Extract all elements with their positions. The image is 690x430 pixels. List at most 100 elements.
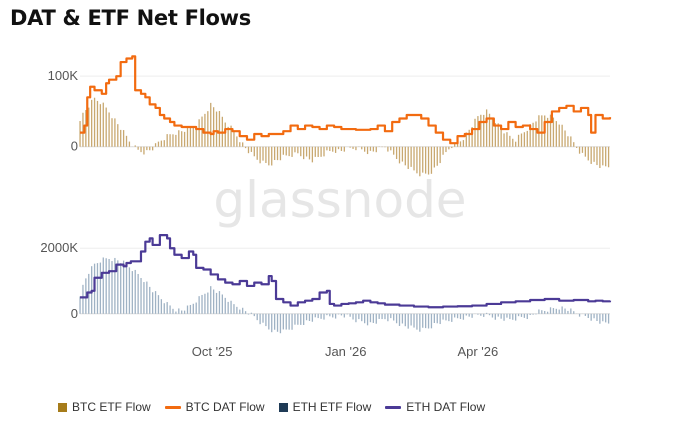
bar-eth-etf-flow [268, 313, 270, 330]
bar-eth-etf-flow [358, 313, 360, 320]
y-tick-label-bottom-1: 0 [71, 306, 78, 321]
bar-eth-etf-flow [122, 260, 125, 314]
bar-btc-etf-flow [236, 136, 238, 147]
bar-btc-etf-flow [424, 146, 427, 174]
bar-btc-etf-flow [340, 146, 343, 151]
bar-btc-etf-flow [178, 130, 180, 147]
bar-btc-etf-flow [154, 143, 157, 147]
bar-btc-etf-flow [273, 146, 276, 161]
bar-btc-etf-flow [259, 146, 261, 164]
bar-btc-etf-flow [584, 146, 587, 157]
bar-eth-etf-flow [169, 305, 171, 314]
bar-eth-etf-flow [262, 313, 264, 323]
bar-eth-etf-flow [544, 310, 546, 314]
bar-eth-etf-flow [433, 313, 436, 323]
bar-eth-etf-flow [570, 308, 572, 314]
bar-btc-etf-flow [242, 142, 244, 147]
bar-btc-etf-flow [332, 146, 334, 152]
bar-btc-etf-flow [201, 116, 203, 147]
bar-eth-etf-flow [410, 313, 412, 326]
bar-btc-etf-flow [506, 132, 508, 147]
bar-btc-etf-flow [183, 131, 186, 147]
legend-item-btc-etf[interactable]: BTC ETF Flow [58, 400, 151, 414]
bar-eth-etf-flow [509, 313, 511, 320]
bar-eth-etf-flow [134, 269, 136, 314]
bar-btc-etf-flow [361, 146, 363, 150]
bar-btc-etf-flow [590, 146, 592, 164]
bar-btc-etf-flow [125, 135, 128, 147]
bar-eth-etf-flow [442, 313, 444, 320]
bar-eth-etf-flow [186, 305, 189, 314]
legend-item-eth-etf[interactable]: ETH ETF Flow [278, 400, 371, 414]
bar-eth-etf-flow [401, 313, 404, 324]
bar-eth-etf-flow [497, 313, 499, 317]
bar-btc-etf-flow [111, 118, 113, 147]
bar-eth-etf-flow [221, 294, 224, 314]
bar-eth-etf-flow [256, 313, 258, 321]
bar-btc-etf-flow [596, 146, 598, 166]
bar-btc-etf-flow [143, 146, 145, 155]
legend-item-eth-dat[interactable]: ETH DAT Flow [385, 400, 485, 414]
bar-eth-etf-flow [85, 278, 87, 314]
bar-eth-etf-flow [218, 291, 221, 314]
bar-eth-etf-flow [259, 313, 261, 325]
legend-item-btc-dat[interactable]: BTC DAT Flow [164, 400, 265, 414]
bar-eth-etf-flow [390, 313, 392, 319]
bar-btc-etf-flow [445, 146, 447, 153]
bar-eth-etf-flow [567, 310, 569, 314]
bar-btc-etf-flow [308, 146, 311, 160]
bar-btc-etf-flow [102, 102, 104, 147]
x-tick-label-1: Jan '26 [325, 344, 367, 359]
bar-btc-etf-flow [215, 111, 218, 147]
bar-btc-etf-flow [442, 146, 444, 155]
bar-btc-etf-flow [320, 146, 322, 157]
bar-btc-etf-flow [567, 136, 569, 147]
bar-btc-etf-flow [573, 142, 575, 147]
bar-eth-etf-flow [483, 313, 485, 317]
bar-btc-etf-flow [366, 146, 369, 155]
bar-btc-etf-flow [564, 130, 566, 147]
bar-eth-etf-flow [326, 313, 328, 316]
bar-btc-etf-flow [282, 146, 284, 155]
bar-btc-etf-flow [175, 134, 177, 147]
bar-eth-etf-flow [152, 292, 154, 314]
bar-eth-etf-flow [436, 313, 438, 324]
bar-eth-etf-flow [590, 313, 592, 321]
bar-btc-etf-flow [323, 146, 325, 157]
bar-btc-etf-flow [163, 140, 165, 147]
bar-btc-etf-flow [483, 114, 485, 147]
bar-eth-etf-flow [105, 258, 107, 314]
bar-eth-etf-flow [451, 313, 453, 322]
bar-eth-etf-flow [462, 313, 465, 320]
bar-eth-etf-flow [439, 313, 441, 325]
bar-eth-etf-flow [500, 313, 502, 319]
bar-eth-etf-flow [242, 307, 244, 314]
bar-btc-etf-flow [538, 115, 540, 147]
bar-eth-etf-flow [454, 313, 456, 318]
bar-btc-etf-flow [599, 146, 601, 169]
bar-btc-etf-flow [352, 146, 354, 149]
bar-eth-etf-flow [215, 292, 218, 314]
bar-btc-etf-flow [134, 145, 136, 147]
legend-label-btc-dat: BTC DAT Flow [185, 400, 265, 414]
bar-btc-etf-flow [82, 112, 84, 147]
bar-eth-etf-flow [212, 289, 215, 314]
bar-eth-etf-flow [459, 313, 462, 319]
bar-btc-etf-flow [477, 116, 479, 147]
bar-eth-etf-flow [404, 313, 406, 327]
bar-btc-etf-flow [602, 146, 604, 166]
bar-btc-etf-flow [549, 114, 552, 147]
bar-eth-etf-flow [230, 300, 232, 314]
bar-btc-etf-flow [605, 146, 607, 167]
bar-eth-etf-flow [320, 313, 322, 319]
bar-eth-etf-flow [523, 313, 526, 318]
bar-eth-etf-flow [102, 257, 104, 314]
bar-eth-etf-flow [378, 313, 380, 319]
bar-eth-etf-flow [491, 313, 494, 318]
bar-btc-etf-flow [204, 113, 206, 147]
bar-eth-etf-flow [195, 302, 197, 314]
bar-btc-etf-flow [427, 146, 430, 175]
bar-eth-etf-flow [515, 313, 517, 321]
bar-btc-etf-flow [523, 132, 526, 147]
